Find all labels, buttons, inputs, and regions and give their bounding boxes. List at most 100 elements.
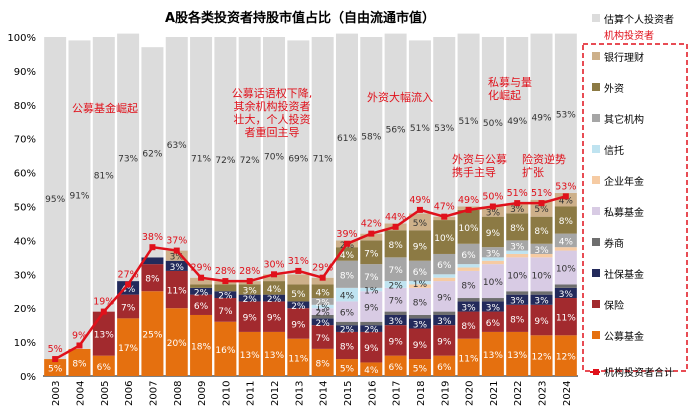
- segment-label: 5%: [48, 365, 63, 375]
- bar-foreign: [360, 240, 383, 265]
- segment-label: 49%: [507, 117, 527, 127]
- legend-swatch-trust: [592, 145, 600, 153]
- y-tick-label: 80%: [14, 101, 36, 112]
- total-point: [343, 240, 350, 247]
- segment-label: 2%: [388, 281, 403, 291]
- total-point: [489, 203, 496, 210]
- bar-retail: [263, 37, 286, 275]
- bar-fund: [433, 355, 456, 376]
- bar-retail: [433, 37, 456, 217]
- segment-label: 49%: [532, 114, 552, 124]
- bar-other: [335, 260, 358, 288]
- x-tick-label: 2015: [343, 381, 354, 406]
- legend-swatch-pension: [592, 176, 600, 184]
- total-label: 38%: [142, 232, 163, 243]
- segment-label: 17%: [118, 344, 138, 354]
- segment-label: 10%: [483, 278, 503, 288]
- chart-title: A股各类投资者持股市值占比（自由流通市值）: [165, 10, 435, 26]
- bar-foreign: [384, 230, 407, 258]
- segment-label: 51%: [459, 117, 479, 127]
- segment-label: 56%: [386, 126, 406, 136]
- total-point: [441, 213, 448, 220]
- bar-wealth: [190, 277, 213, 285]
- bar-fund: [481, 331, 504, 376]
- bar-social: [360, 325, 383, 332]
- segment-label: 4%: [267, 285, 282, 295]
- segment-label: 12%: [556, 353, 576, 363]
- bar-retail: [92, 37, 115, 312]
- bar-retail: [506, 37, 529, 204]
- bar-fund: [190, 314, 213, 376]
- legend-swatch-foreign: [592, 83, 600, 91]
- bar-social: [554, 287, 577, 299]
- segment-label: 9%: [291, 320, 306, 330]
- segment-label: 8%: [340, 342, 355, 352]
- x-tick-label: 2004: [75, 381, 86, 406]
- bar-broker: [311, 314, 334, 319]
- bar-retail: [335, 33, 358, 241]
- segment-label: 9%: [364, 344, 379, 354]
- segment-label: 13%: [483, 351, 503, 361]
- total-point: [222, 278, 229, 285]
- legend-label-social: 社保基金: [604, 268, 644, 281]
- bar-trust: [433, 274, 456, 278]
- legend-label-retail: 估算个人投资者: [604, 13, 674, 26]
- segment-label: 2%: [243, 295, 258, 305]
- bar-insurance: [92, 311, 115, 356]
- segment-label: 8%: [145, 275, 160, 285]
- x-tick-label: 2016: [367, 381, 378, 406]
- total-label: 47%: [434, 202, 455, 213]
- bar-wealth: [263, 274, 286, 282]
- x-tick-label: 2024: [562, 381, 573, 406]
- bar-social: [457, 301, 480, 312]
- total-point: [271, 271, 278, 278]
- segment-label: 1%: [413, 280, 428, 290]
- bar-foreign: [190, 284, 213, 288]
- legend-swatch-other: [592, 114, 600, 122]
- annotation-text: 公募基金崛起: [72, 101, 138, 115]
- segment-label: 9%: [364, 304, 379, 314]
- segment-label: 13%: [94, 331, 114, 341]
- bar-retail: [384, 33, 407, 224]
- segment-label: 71%: [191, 154, 211, 164]
- bar-foreign: [481, 216, 504, 248]
- total-point: [198, 274, 205, 281]
- y-tick-label: 20%: [14, 304, 36, 315]
- bar-wealth: [311, 277, 334, 285]
- y-tick-label: 100%: [7, 33, 36, 44]
- legend: 估算个人投资者机构投资者银行理财外资其它机构信托企业年金私募基金券商社保基金保险…: [582, 13, 688, 379]
- bar-retail: [360, 37, 383, 234]
- x-tick-label: 2005: [100, 381, 111, 406]
- bar-retail: [190, 37, 213, 278]
- y-tick-label: 60%: [14, 169, 36, 180]
- x-tick-label: 2020: [465, 381, 476, 406]
- segment-label: 7%: [316, 334, 331, 344]
- segment-label: 8%: [72, 359, 87, 369]
- bar-social: [408, 318, 431, 329]
- segment-label: 3%: [170, 263, 185, 273]
- segment-label: 8%: [461, 281, 476, 291]
- bar-social: [263, 294, 286, 302]
- bar-trust: [335, 287, 358, 302]
- segment-label: 6%: [413, 268, 428, 278]
- segment-label: 18%: [191, 342, 211, 352]
- segment-label: 4%: [340, 292, 355, 302]
- total-point: [392, 223, 399, 230]
- bar-foreign: [457, 209, 480, 244]
- bar-fund: [92, 355, 115, 376]
- bar-insurance: [384, 325, 407, 356]
- annotation-text: 私募与量: [488, 76, 532, 89]
- bar-private: [360, 291, 383, 322]
- segment-label: 25%: [142, 331, 162, 341]
- x-tick-label: 2021: [489, 381, 500, 406]
- bar-private: [408, 287, 431, 315]
- segment-label: 10%: [434, 234, 454, 244]
- segment-label: 4%: [559, 197, 574, 207]
- bar-fund: [68, 348, 91, 376]
- segment-label: 53%: [556, 110, 576, 120]
- segment-label: 2%: [340, 326, 355, 336]
- x-tick-label: 2018: [416, 381, 427, 406]
- bar-social: [481, 301, 504, 312]
- segment-label: 20%: [167, 339, 187, 349]
- legend-label-total: 机构投资者合计: [604, 366, 674, 379]
